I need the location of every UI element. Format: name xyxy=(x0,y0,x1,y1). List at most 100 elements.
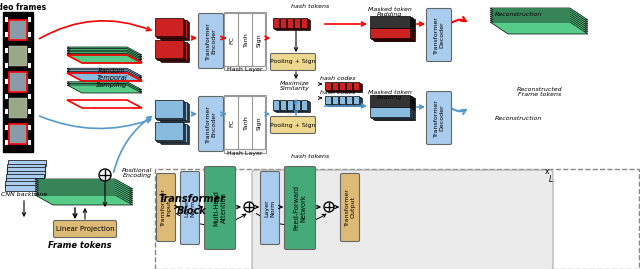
Bar xyxy=(342,84,348,92)
Bar xyxy=(375,98,415,110)
Bar xyxy=(302,101,308,111)
Bar xyxy=(274,19,280,29)
Bar xyxy=(303,19,309,29)
Bar xyxy=(289,19,295,29)
Circle shape xyxy=(244,202,254,212)
Polygon shape xyxy=(490,10,588,22)
Polygon shape xyxy=(35,193,133,203)
Bar xyxy=(282,19,288,29)
Bar xyxy=(275,19,281,29)
Bar xyxy=(296,101,302,111)
Text: Sign: Sign xyxy=(257,116,262,130)
Text: hash codes: hash codes xyxy=(320,90,355,94)
Bar xyxy=(328,98,334,106)
FancyBboxPatch shape xyxy=(253,13,266,66)
Polygon shape xyxy=(67,55,142,63)
Bar xyxy=(372,96,412,108)
Bar xyxy=(340,97,346,105)
Text: L: L xyxy=(549,175,553,185)
Bar xyxy=(157,123,186,141)
Text: Hash Layer: Hash Layer xyxy=(227,68,263,73)
Bar xyxy=(28,17,31,22)
Bar xyxy=(348,83,354,91)
Bar xyxy=(28,125,31,130)
Bar xyxy=(335,84,341,92)
Bar xyxy=(353,96,359,104)
Bar xyxy=(290,20,296,30)
Text: Pooling + Sign: Pooling + Sign xyxy=(270,122,316,128)
Text: Reconstruction: Reconstruction xyxy=(495,115,542,121)
Polygon shape xyxy=(35,179,133,189)
Text: Transformer
Block: Transformer Block xyxy=(159,194,225,216)
Bar xyxy=(332,96,338,104)
Bar xyxy=(328,84,334,92)
Bar xyxy=(155,100,183,118)
Bar xyxy=(161,104,189,122)
Bar xyxy=(157,42,186,60)
Bar xyxy=(155,18,183,36)
FancyBboxPatch shape xyxy=(271,116,316,133)
Bar xyxy=(342,98,348,106)
Bar xyxy=(375,19,415,31)
Text: Layer
Norm: Layer Norm xyxy=(264,199,275,217)
Bar xyxy=(302,19,308,29)
Polygon shape xyxy=(67,71,142,79)
Text: Transformer
Decoder: Transformer Decoder xyxy=(434,16,444,54)
Bar xyxy=(354,97,360,105)
Bar xyxy=(276,20,282,30)
Bar xyxy=(155,40,183,58)
Bar xyxy=(6,171,45,177)
Bar xyxy=(372,97,413,108)
Bar xyxy=(156,123,184,141)
Text: Transformer
Decoder: Transformer Decoder xyxy=(434,99,444,137)
Bar xyxy=(373,18,413,30)
Bar xyxy=(334,97,340,105)
Bar xyxy=(159,43,187,61)
Bar xyxy=(327,83,333,91)
Text: hash tokens: hash tokens xyxy=(291,5,329,9)
Bar xyxy=(283,20,289,30)
Bar xyxy=(159,124,187,142)
Bar xyxy=(325,82,331,90)
Bar xyxy=(8,164,45,169)
Bar xyxy=(374,30,414,41)
Bar xyxy=(9,98,27,118)
FancyBboxPatch shape xyxy=(225,97,239,150)
Bar xyxy=(373,109,413,119)
Text: Transformer
Encoder: Transformer Encoder xyxy=(205,105,216,143)
Bar xyxy=(288,101,294,111)
Bar xyxy=(333,97,339,105)
Text: Sign: Sign xyxy=(257,33,262,47)
Bar xyxy=(5,79,8,83)
Bar xyxy=(28,140,31,145)
Bar xyxy=(9,20,27,40)
Bar xyxy=(355,83,361,91)
Bar xyxy=(287,18,293,28)
Text: Masked token
Padding: Masked token Padding xyxy=(368,7,412,17)
Polygon shape xyxy=(490,12,588,24)
Polygon shape xyxy=(67,73,142,81)
Bar xyxy=(9,72,27,92)
FancyBboxPatch shape xyxy=(225,13,239,66)
Bar xyxy=(304,20,310,30)
Bar xyxy=(325,96,331,104)
Bar xyxy=(372,108,412,118)
Text: Hash Layer: Hash Layer xyxy=(227,150,263,155)
Text: Transformer
Input: Transformer Input xyxy=(161,189,172,226)
Bar xyxy=(375,31,415,41)
Bar xyxy=(280,18,286,28)
Polygon shape xyxy=(67,47,142,55)
Bar xyxy=(289,101,295,111)
Bar xyxy=(9,20,27,40)
Bar xyxy=(371,95,411,108)
Text: Transformer
Output: Transformer Output xyxy=(344,189,355,226)
Bar xyxy=(5,109,8,114)
Polygon shape xyxy=(67,82,142,90)
Bar xyxy=(160,125,188,143)
Bar xyxy=(356,84,362,92)
Bar xyxy=(370,107,410,117)
Bar xyxy=(5,94,8,99)
Bar xyxy=(374,19,414,30)
Bar xyxy=(274,101,280,111)
Bar xyxy=(155,122,183,140)
